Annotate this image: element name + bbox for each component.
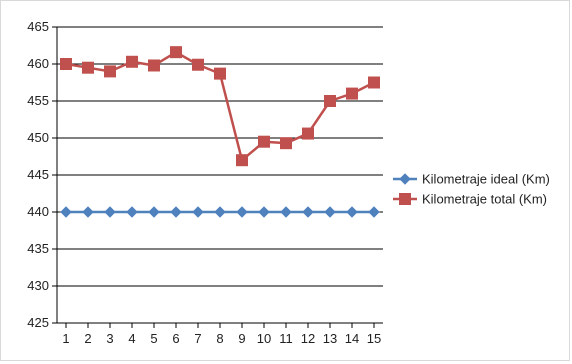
x-tick-label: 15 [367, 331, 381, 346]
x-tick-label: 14 [345, 331, 359, 346]
data-point [258, 206, 270, 218]
data-point [60, 58, 72, 70]
data-point [170, 206, 182, 218]
data-point [104, 206, 116, 218]
data-point [280, 137, 292, 150]
data-point [82, 61, 94, 74]
x-tick-label: 12 [301, 331, 315, 346]
series-kilometraje-total [60, 46, 380, 167]
x-tick-labels: 1 2 3 4 5 6 7 8 9 10 11 12 13 14 15 [62, 331, 381, 346]
y-tick-label: 460 [27, 56, 49, 71]
data-point [280, 206, 292, 218]
series-layer [60, 46, 380, 218]
data-point [148, 59, 160, 72]
y-tick-label: 435 [27, 241, 49, 256]
legend-item: Kilometraje ideal (Km) [393, 172, 550, 187]
data-point [346, 87, 358, 100]
y-tick-label: 445 [27, 167, 49, 182]
legend: Kilometraje ideal (Km) Kilometraje total … [393, 172, 550, 207]
y-tick-label: 430 [27, 278, 49, 293]
data-point [214, 206, 226, 218]
x-tick-label: 8 [216, 331, 223, 346]
data-point [368, 76, 380, 89]
x-tick-label: 10 [257, 331, 271, 346]
x-tick-label: 1 [62, 331, 69, 346]
data-point [214, 67, 226, 80]
y-tick-labels: 425 430 435 440 445 450 455 460 465 [27, 19, 49, 330]
y-tick-label: 425 [27, 315, 49, 330]
data-point [60, 206, 72, 218]
data-point [148, 206, 160, 218]
data-point [302, 206, 314, 218]
data-point [346, 206, 358, 218]
y-tick-label: 440 [27, 204, 49, 219]
x-tick-label: 9 [238, 331, 245, 346]
x-tick-label: 11 [279, 331, 293, 346]
y-tick-label: 465 [27, 19, 49, 34]
legend-marker [399, 193, 411, 205]
data-point [302, 127, 314, 140]
x-tick-label: 13 [323, 331, 337, 346]
x-tick-label: 4 [128, 331, 135, 346]
data-point [236, 154, 248, 167]
legend-item: Kilometraje total (Km) [393, 192, 547, 207]
data-point [126, 206, 138, 218]
x-tick-label: 3 [106, 331, 113, 346]
data-point [192, 58, 204, 71]
data-point [170, 46, 182, 59]
data-point [324, 95, 336, 107]
data-point [324, 206, 336, 218]
x-tick-label: 6 [172, 331, 179, 346]
data-point [126, 55, 138, 68]
legend-label: Kilometraje ideal (Km) [422, 172, 550, 187]
legend-label: Kilometraje total (Km) [422, 192, 547, 207]
data-point [82, 206, 94, 218]
series-kilometraje-ideal [60, 206, 380, 218]
data-point [236, 206, 248, 218]
data-point [104, 65, 116, 78]
data-point [258, 135, 270, 148]
y-tick-label: 455 [27, 93, 49, 108]
x-tick-label: 7 [194, 331, 201, 346]
axes [52, 26, 383, 328]
x-tick-label: 5 [150, 331, 157, 346]
data-point [368, 206, 380, 218]
legend-marker [399, 173, 411, 185]
y-tick-label: 450 [27, 130, 49, 145]
x-tick-label: 2 [84, 331, 91, 346]
data-point [192, 206, 204, 218]
